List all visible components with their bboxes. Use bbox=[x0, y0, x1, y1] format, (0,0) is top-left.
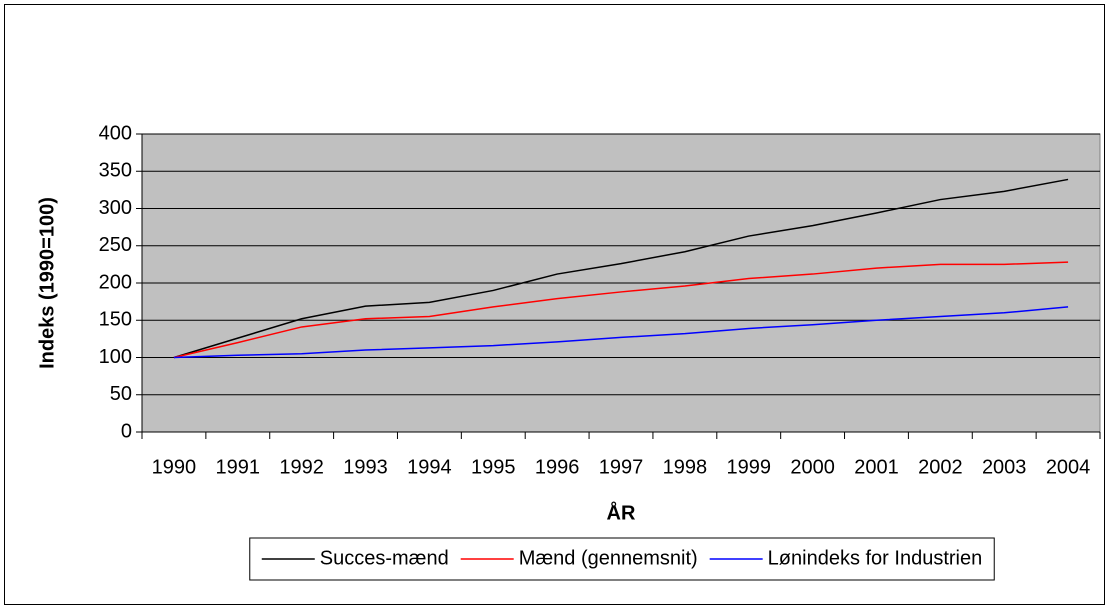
x-tick-label: 1996 bbox=[535, 456, 580, 478]
x-tick-label: 1999 bbox=[726, 456, 771, 478]
series-line bbox=[173, 178, 1069, 359]
x-tick-label: 1994 bbox=[407, 456, 452, 478]
y-tick-label: 50 bbox=[110, 383, 132, 405]
x-tick-label: 1990 bbox=[152, 456, 197, 478]
series-line bbox=[173, 261, 1069, 359]
y-tick-label: 200 bbox=[99, 271, 132, 293]
legend bbox=[249, 537, 995, 581]
y-tick-label: 100 bbox=[99, 346, 132, 368]
y-tick-label: 300 bbox=[99, 197, 132, 219]
x-tick-label: 1992 bbox=[279, 456, 324, 478]
x-tick-label: 2003 bbox=[982, 456, 1027, 478]
legend-label: Lønindeks for Industrien bbox=[768, 547, 983, 569]
x-tick-label: 1995 bbox=[471, 456, 516, 478]
x-tick-label: 2000 bbox=[790, 456, 835, 478]
x-tick-label: 2002 bbox=[918, 456, 963, 478]
y-tick-label: 250 bbox=[99, 234, 132, 256]
y-tick-label: 150 bbox=[99, 309, 132, 331]
y-tick-label: 350 bbox=[99, 160, 132, 182]
x-tick-label: 2001 bbox=[854, 456, 899, 478]
x-tick-label: 1997 bbox=[599, 456, 644, 478]
series-line bbox=[173, 306, 1069, 359]
x-tick-label: 2004 bbox=[1046, 456, 1091, 478]
y-tick-label: 0 bbox=[121, 420, 132, 442]
x-tick-label: 1993 bbox=[343, 456, 388, 478]
legend-label: Mænd (gennemsnit) bbox=[519, 547, 698, 569]
y-tick-label: 400 bbox=[99, 122, 132, 144]
x-tick-label: 1991 bbox=[216, 456, 261, 478]
x-axis-title: ÅR bbox=[607, 500, 636, 524]
x-tick-label: 1998 bbox=[663, 456, 708, 478]
y-axis-title: Indeks (1990=100) bbox=[36, 197, 58, 369]
legend-label: Succes-mænd bbox=[320, 547, 449, 569]
